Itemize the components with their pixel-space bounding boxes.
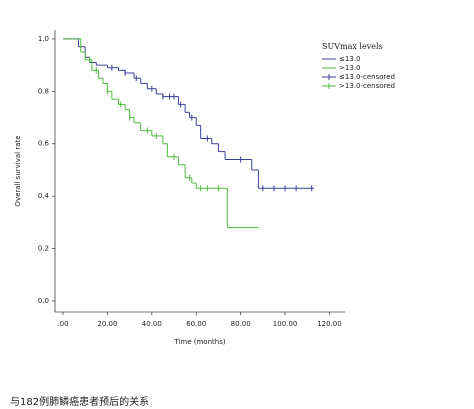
legend-title: SUVmax levels <box>322 42 383 51</box>
y-tick-label: 0.0 <box>38 297 49 305</box>
legend-label: ≤13.0-censored <box>339 73 395 81</box>
legend-label: >13.0-censored <box>339 82 395 90</box>
y-tick-label: 0.2 <box>38 245 49 253</box>
x-tick-label: 40.00 <box>142 320 162 328</box>
x-tick-label: 20.00 <box>97 320 117 328</box>
x-tick-label: 60.00 <box>186 320 206 328</box>
x-tick-label: 100.00 <box>273 320 298 328</box>
x-tick-label: 80.00 <box>231 320 251 328</box>
legend-label: >13.0 <box>339 64 360 72</box>
y-tick-label: 1.0 <box>38 35 49 43</box>
caption: 与182例肺鳞癌患者预后的关系 <box>10 395 149 408</box>
y-tick-label: 0.4 <box>38 192 50 200</box>
y-tick-label: 0.6 <box>38 140 50 148</box>
x-tick-label: 120.00 <box>317 320 342 328</box>
y-tick-label: 0.8 <box>38 87 49 95</box>
y-axis-title: Overall survival rate <box>14 135 22 206</box>
legend-label: ≤13.0 <box>339 55 360 63</box>
x-tick-label: .00 <box>57 320 68 328</box>
x-axis-title: Time (months) <box>173 338 225 346</box>
